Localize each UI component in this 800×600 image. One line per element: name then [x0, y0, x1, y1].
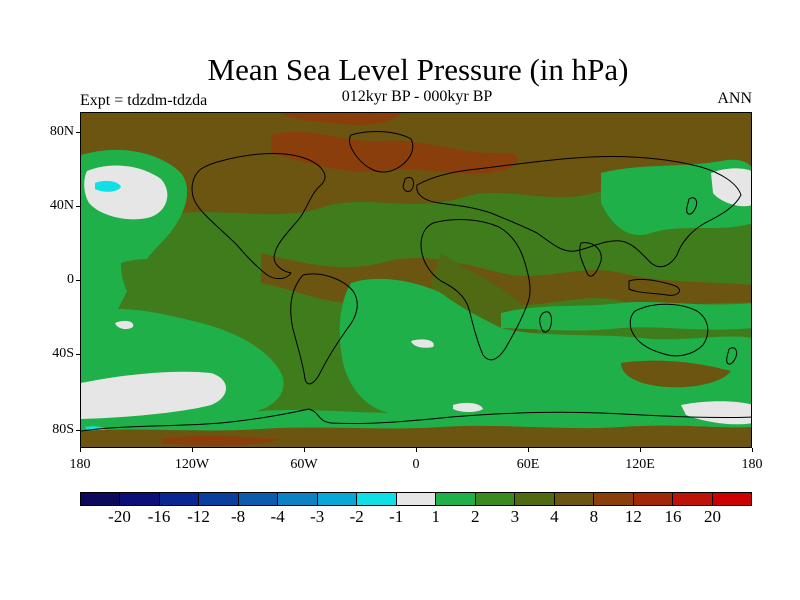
field-pacific-mid — [121, 259, 204, 314]
colorbar-label: 16 — [664, 507, 682, 526]
field-arctic-high — [281, 113, 401, 125]
colorbar-swatch — [475, 493, 516, 505]
y-tick-label: 40N — [49, 198, 74, 213]
coast-new-zealand — [726, 347, 738, 365]
y-tick-mark — [76, 430, 80, 431]
coast-japan — [686, 197, 698, 215]
colorbar-label: 4 — [550, 507, 559, 526]
x-tick-label: 120E — [625, 457, 655, 472]
field-south-pacific-zero — [81, 371, 226, 419]
colorbar-label: 20 — [703, 507, 721, 526]
colorbar-swatch — [673, 493, 713, 505]
colorbar-swatch — [515, 493, 555, 505]
colorbar-swatch — [238, 493, 279, 505]
y-tick-mark — [76, 132, 80, 133]
colorbar-swatch — [81, 493, 121, 505]
coast-north-america — [191, 153, 326, 280]
pressure-field-plot — [81, 113, 751, 447]
x-tick-label: 120W — [174, 457, 210, 472]
coast-india — [579, 242, 602, 277]
field-north-high — [271, 131, 518, 174]
field-south-indian-high — [621, 360, 731, 388]
colorbar-swatch — [357, 493, 397, 505]
colorbar-label: -20 — [108, 507, 131, 526]
coast-africa — [420, 219, 531, 361]
colorbar-label: -16 — [147, 507, 171, 526]
field-pacific-small-zero — [115, 320, 134, 330]
x-tick-mark — [528, 448, 529, 452]
y-tick-mark — [76, 280, 80, 281]
colorbar-label: -12 — [187, 507, 210, 526]
x-tick-mark — [80, 448, 81, 452]
coast-indonesia — [628, 278, 681, 296]
colorbar-label: 12 — [624, 507, 642, 526]
x-tick-mark — [752, 448, 753, 452]
coast-south-america — [290, 273, 358, 385]
colorbar-label: -8 — [231, 507, 246, 526]
y-tick-mark — [76, 354, 80, 355]
colorbar-label: 8 — [589, 507, 599, 526]
colorbar-swatch — [554, 493, 595, 505]
colorbar-swatch — [594, 493, 634, 505]
colorbar-label: 2 — [471, 507, 480, 526]
y-tick-label: 80N — [49, 124, 74, 139]
coastlines — [81, 131, 751, 432]
field-antarctic-high — [161, 435, 281, 446]
colorbar-swatch — [278, 493, 318, 505]
colorbar-swatch — [633, 493, 674, 505]
colorbar-label: -2 — [349, 507, 364, 526]
coast-madagascar — [539, 311, 552, 333]
field-north-pacific-negative — [95, 180, 121, 192]
colorbar-label: -1 — [389, 507, 404, 526]
colorbar-label: -3 — [310, 507, 325, 526]
field-east-pacific-zero — [711, 168, 751, 207]
field-antarctic-zero-east — [681, 401, 751, 425]
colorbar-label: 1 — [431, 507, 441, 526]
y-tick-label: 40S — [52, 346, 74, 361]
x-tick-label: 180 — [741, 457, 763, 472]
colorbar-label: 3 — [510, 507, 520, 526]
x-tick-mark — [416, 448, 417, 452]
colorbar-swatch — [436, 493, 476, 505]
coast-british-isles — [402, 176, 414, 192]
colorbar-swatch — [712, 493, 751, 505]
season-label: ANN — [717, 90, 752, 107]
x-tick-mark — [640, 448, 641, 452]
coast-antarctica — [81, 408, 751, 432]
colorbar-swatch — [159, 493, 200, 505]
x-tick-label: 180 — [69, 457, 91, 472]
x-tick-label: 0 — [412, 457, 420, 472]
y-tick-label: 0 — [67, 272, 74, 287]
x-tick-label: 60E — [516, 457, 540, 472]
colorbar-swatch — [199, 493, 239, 505]
field-indian-ocean-low — [501, 301, 751, 331]
field-southern-ocean-low — [81, 407, 751, 435]
pressure-map — [80, 112, 752, 448]
y-tick-label: 80S — [52, 422, 74, 437]
x-tick-mark — [192, 448, 193, 452]
chart-subtitle: 012kyr BP - 000kyr BP — [341, 88, 493, 105]
experiment-label: Expt = tdzdm-tdzda — [80, 92, 208, 109]
field-atlantic-small-zero — [411, 339, 434, 348]
x-tick-mark — [304, 448, 305, 452]
colorbar-labels: -20 -16 -12 -8 -4 -3 -2 -1 1 2 3 4 8 12 16 20 — [80, 507, 752, 529]
x-tick-label: 60W — [290, 457, 318, 472]
colorbar — [80, 492, 752, 506]
chart-title: Mean Sea Level Pressure (in hPa) — [207, 52, 629, 87]
field-north-pacific-zero — [84, 165, 168, 220]
colorbar-label: -4 — [270, 507, 285, 526]
colorbar-swatch — [317, 493, 358, 505]
y-tick-mark — [76, 206, 80, 207]
colorbar-swatch — [396, 493, 437, 505]
coast-eurasia — [416, 155, 742, 268]
coast-australia — [629, 303, 709, 357]
colorbar-swatch — [120, 493, 160, 505]
field-antarctic-zero-west — [453, 402, 483, 412]
coast-greenland — [348, 131, 414, 173]
